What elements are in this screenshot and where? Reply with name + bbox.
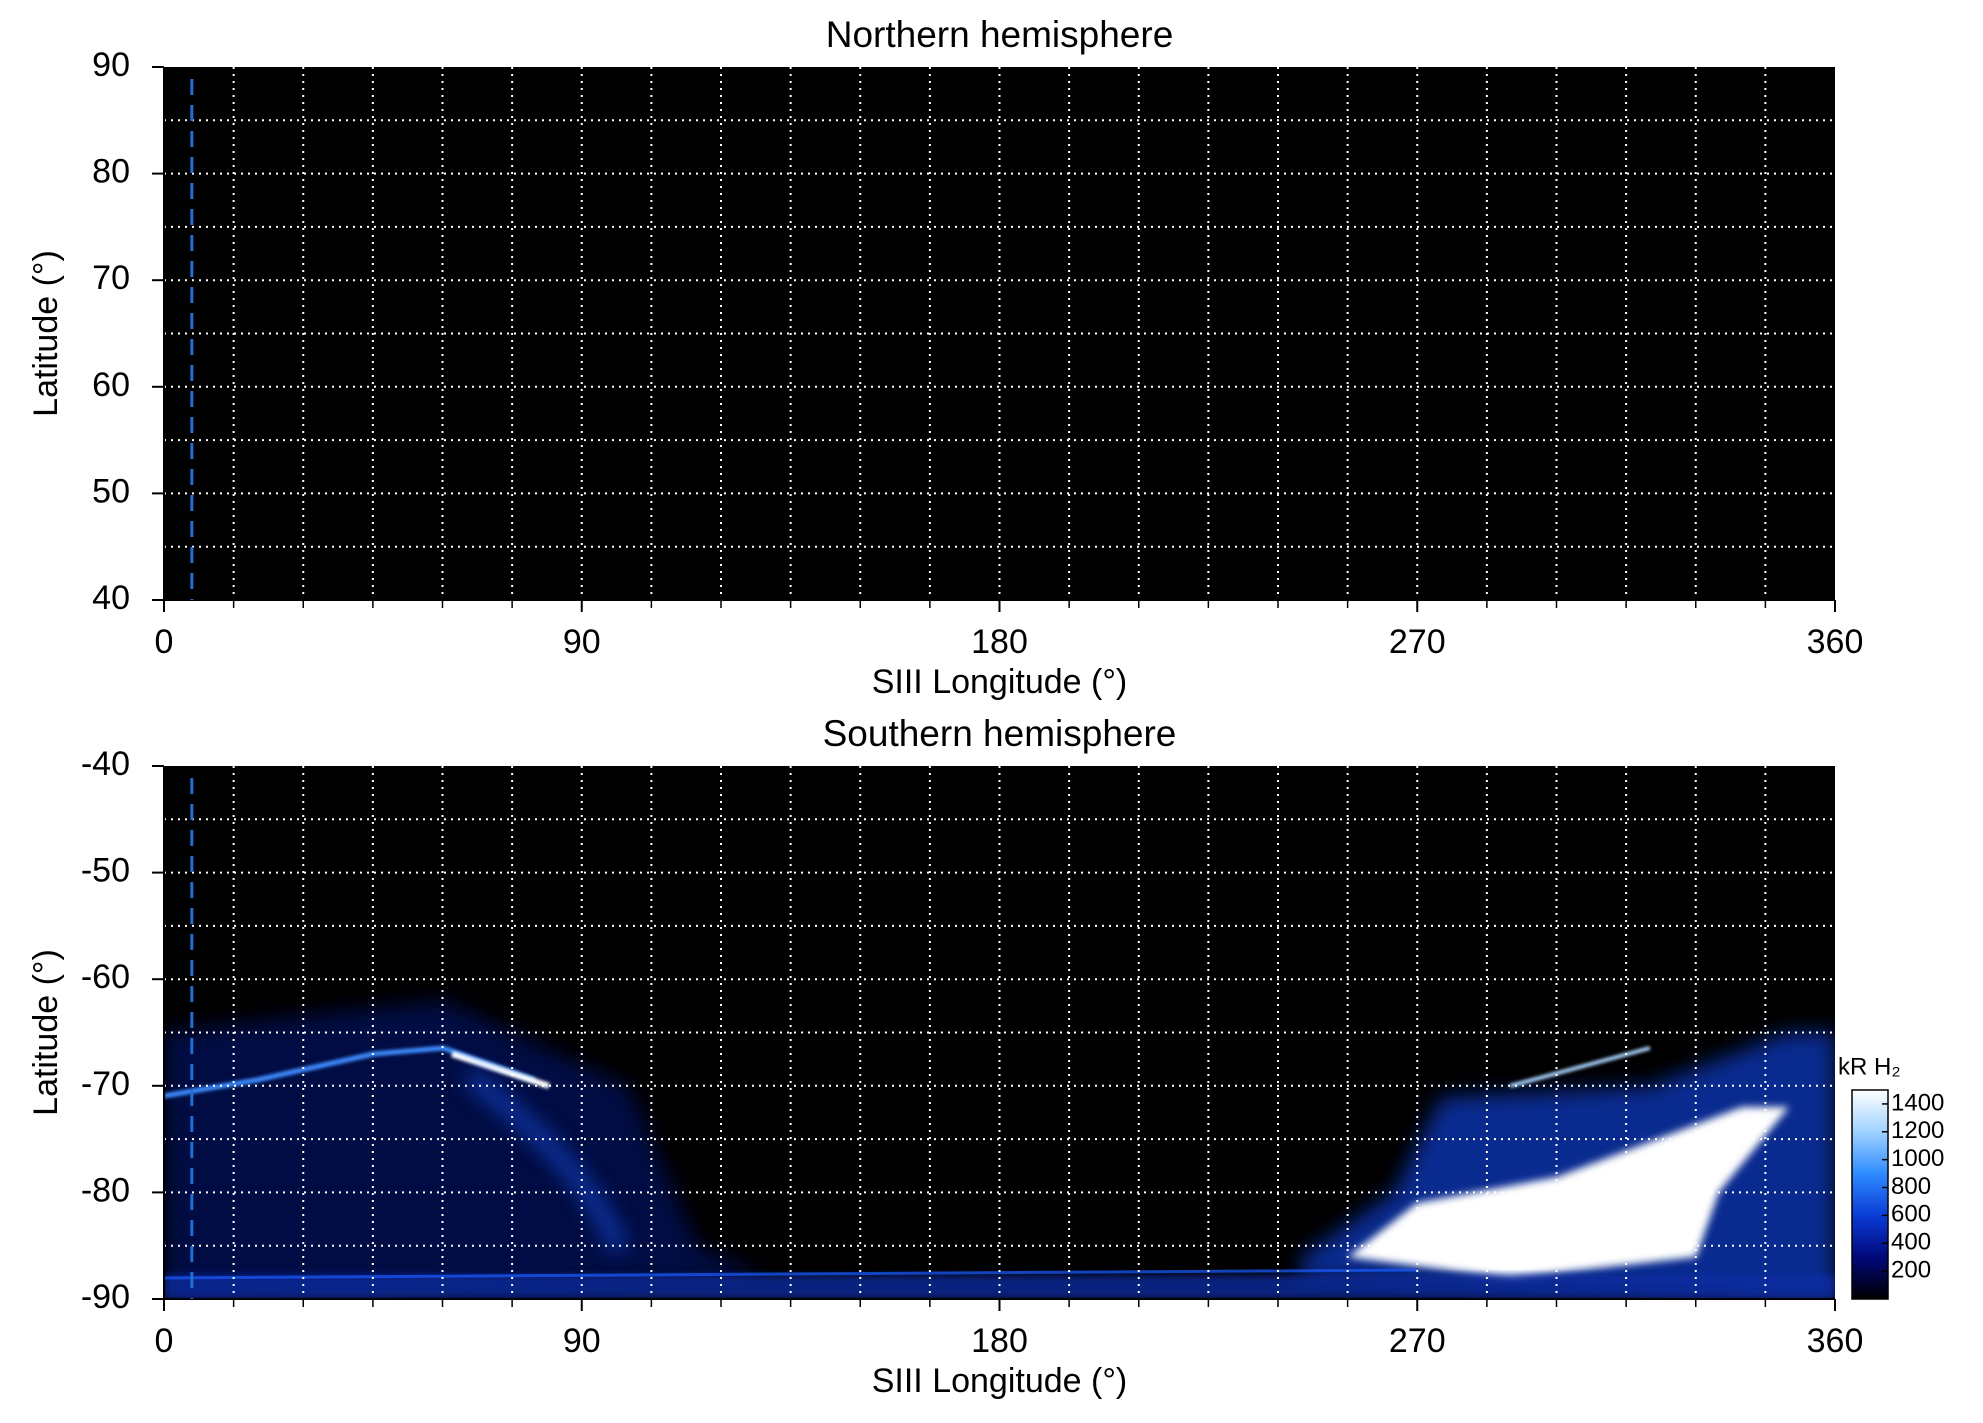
y-tick-label: -60 — [81, 958, 130, 996]
x-tick-label: 180 — [971, 623, 1028, 661]
y-tick-label: -50 — [81, 852, 130, 890]
x-tick-label: 360 — [1807, 1322, 1864, 1360]
chart-title: Southern hemisphere — [823, 713, 1177, 754]
colorbar-tick-label: 600 — [1891, 1201, 1931, 1228]
y-tick-label: -90 — [81, 1278, 130, 1316]
y-tick-label: 40 — [92, 579, 130, 617]
y-axis-title: Latitude (°) — [27, 949, 65, 1116]
y-tick-label: 80 — [92, 153, 130, 191]
colorbar-tick-label: 400 — [1891, 1229, 1931, 1256]
y-axis-title: Latitude (°) — [27, 250, 65, 417]
y-tick-label: 50 — [92, 472, 130, 510]
y-tick-label: -70 — [81, 1065, 130, 1103]
colorbar-tick-label: 800 — [1891, 1173, 1931, 1200]
x-tick-label: 180 — [971, 1322, 1028, 1360]
y-tick-label: 60 — [92, 366, 130, 404]
colorbar-title: kR H₂ — [1838, 1053, 1901, 1080]
x-tick-label: 270 — [1389, 1322, 1446, 1360]
y-tick-label: 90 — [92, 46, 130, 84]
x-axis-title: SIII Longitude (°) — [872, 1362, 1128, 1400]
x-tick-label: 90 — [563, 623, 601, 661]
x-axis-title: SIII Longitude (°) — [872, 663, 1128, 701]
y-tick-label: -80 — [81, 1171, 130, 1209]
chart-title: Northern hemisphere — [826, 14, 1174, 55]
x-tick-label: 360 — [1807, 623, 1864, 661]
colorbar — [1851, 1089, 1889, 1300]
x-tick-label: 0 — [155, 623, 174, 661]
x-tick-label: 270 — [1389, 623, 1446, 661]
emission-image — [164, 1000, 1835, 1299]
colorbar-tick-label: 200 — [1891, 1256, 1931, 1283]
x-tick-label: 90 — [563, 1322, 601, 1360]
y-tick-label: -40 — [81, 745, 130, 783]
colorbar-tick-label: 1400 — [1891, 1089, 1944, 1116]
y-tick-label: 70 — [92, 259, 130, 297]
colorbar-tick-label: 1000 — [1891, 1145, 1944, 1172]
x-tick-label: 0 — [155, 1322, 174, 1360]
colorbar-tick-label: 1200 — [1891, 1117, 1944, 1144]
